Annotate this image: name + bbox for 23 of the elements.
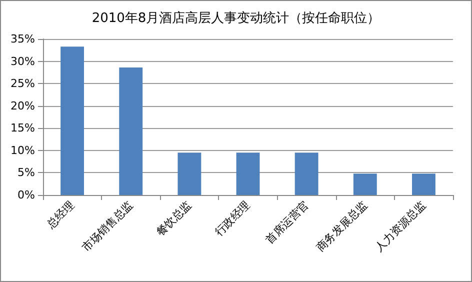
y-tick-label: 30% — [10, 54, 35, 68]
y-tick-label: 35% — [10, 32, 35, 46]
y-tick-label: 20% — [10, 99, 35, 112]
bar — [353, 174, 377, 195]
y-tick-label: 0% — [18, 188, 35, 202]
bar — [236, 152, 260, 195]
y-tick-label: 10% — [10, 144, 35, 157]
x-tick-label: 首席运营官 — [263, 198, 312, 246]
y-tick-label: 25% — [10, 77, 35, 90]
x-tick-label: 餐饮总监 — [154, 198, 194, 239]
x-tick-label: 人力资源总监 — [372, 198, 428, 254]
x-tick-label: 市场销售总监 — [80, 198, 136, 254]
bar — [412, 174, 436, 195]
y-tick-label: 5% — [18, 166, 35, 180]
bar — [178, 152, 202, 195]
x-tick-label: 总经理 — [44, 198, 77, 232]
x-tick-label: 商务发展总监 — [314, 198, 370, 254]
y-tick-label: 15% — [10, 122, 35, 135]
bar — [119, 68, 143, 195]
bar — [60, 46, 84, 195]
x-tick-label: 行政经理 — [212, 198, 253, 239]
bar — [294, 152, 318, 195]
chart-title: 2010年8月酒店高层人事变动统计（按任命职位） — [92, 10, 380, 26]
